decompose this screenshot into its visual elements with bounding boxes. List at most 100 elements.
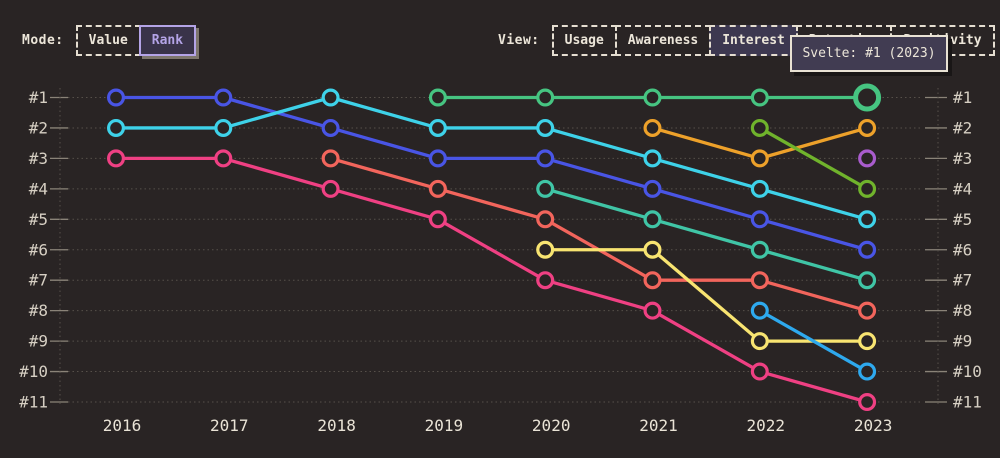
mode-label: Mode: bbox=[22, 33, 64, 48]
year-label: 2021 bbox=[639, 416, 678, 435]
point-pink-2016[interactable] bbox=[106, 149, 125, 168]
point-blue-2021[interactable] bbox=[643, 179, 662, 198]
point-sky-2022[interactable] bbox=[750, 301, 769, 320]
line-olive bbox=[758, 126, 869, 191]
rank-label-right: #3 bbox=[953, 149, 972, 168]
line-sky bbox=[758, 308, 869, 374]
point-yellow-2021[interactable] bbox=[643, 240, 662, 259]
point-teal-2020[interactable] bbox=[536, 179, 555, 198]
point-pink-2022[interactable] bbox=[750, 362, 769, 381]
tooltip-text: Svelte: #1 (2023) bbox=[802, 46, 936, 61]
point-cyan-2018[interactable] bbox=[321, 88, 340, 107]
point-yellow-2022[interactable] bbox=[750, 332, 769, 351]
rank-label-right: #5 bbox=[953, 210, 972, 229]
point-sky-2023[interactable] bbox=[858, 362, 877, 381]
point-blue-2022[interactable] bbox=[750, 210, 769, 229]
point-olive-2022[interactable] bbox=[750, 118, 769, 137]
rank-label-left: #6 bbox=[29, 240, 48, 259]
point-orange-2023[interactable] bbox=[858, 118, 877, 137]
year-label: 2022 bbox=[747, 416, 786, 435]
point-svelte-2022[interactable] bbox=[750, 88, 769, 107]
point-teal-2021[interactable] bbox=[643, 210, 662, 229]
point-pink-2018[interactable] bbox=[321, 179, 340, 198]
point-cyan-2020[interactable] bbox=[536, 118, 555, 137]
point-teal-2022[interactable] bbox=[750, 240, 769, 259]
point-cyan-2023[interactable] bbox=[858, 210, 877, 229]
rank-label-right: #2 bbox=[953, 118, 972, 137]
rank-label-right: #4 bbox=[953, 179, 972, 198]
line-pink bbox=[114, 156, 869, 404]
mode-option-value[interactable]: Value bbox=[75, 25, 141, 56]
line-salmon bbox=[328, 156, 869, 313]
point-cyan-2021[interactable] bbox=[643, 149, 662, 168]
year-label: 2018 bbox=[317, 416, 356, 435]
point-svelte-2020[interactable] bbox=[536, 88, 555, 107]
view-option-usage[interactable]: Usage bbox=[551, 25, 617, 56]
rank-label-left: #5 bbox=[29, 210, 48, 229]
point-blue-2016[interactable] bbox=[106, 88, 125, 107]
point-salmon-2023[interactable] bbox=[858, 301, 877, 320]
point-pink-2017[interactable] bbox=[214, 149, 233, 168]
point-blue-2019[interactable] bbox=[428, 149, 447, 168]
point-cyan-2019[interactable] bbox=[428, 118, 447, 137]
line-blue bbox=[114, 95, 869, 252]
rank-label-left: #10 bbox=[19, 362, 48, 381]
mode-toggle: Mode: Value Rank bbox=[22, 25, 197, 56]
point-blue-2017[interactable] bbox=[214, 88, 233, 107]
line-cyan bbox=[114, 95, 869, 221]
rank-label-right: #11 bbox=[953, 393, 982, 412]
point-blue-2020[interactable] bbox=[536, 149, 555, 168]
point-salmon-2018[interactable] bbox=[321, 149, 340, 168]
view-option-awareness[interactable]: Awareness bbox=[614, 25, 712, 56]
chart-tooltip: Svelte: #1 (2023) bbox=[790, 35, 948, 72]
rank-label-left: #7 bbox=[29, 271, 48, 290]
year-label: 2023 bbox=[854, 416, 893, 435]
point-purple-2023[interactable] bbox=[858, 149, 877, 168]
view-option-interest[interactable]: Interest bbox=[709, 25, 798, 56]
point-orange-2022[interactable] bbox=[750, 149, 769, 168]
rank-label-left: #8 bbox=[29, 301, 48, 320]
rank-label-right: #10 bbox=[953, 362, 982, 381]
rank-label-left: #3 bbox=[29, 149, 48, 168]
year-label: 2016 bbox=[103, 416, 142, 435]
rank-label-left: #1 bbox=[29, 88, 48, 107]
point-salmon-2019[interactable] bbox=[428, 179, 447, 198]
year-label: 2019 bbox=[425, 416, 464, 435]
point-cyan-2016[interactable] bbox=[106, 118, 125, 137]
rank-label-right: #1 bbox=[953, 88, 972, 107]
year-label: 2017 bbox=[210, 416, 249, 435]
rank-label-left: #4 bbox=[29, 179, 48, 198]
point-svelte-2023[interactable] bbox=[853, 83, 882, 112]
point-cyan-2022[interactable] bbox=[750, 179, 769, 198]
point-yellow-2020[interactable] bbox=[536, 240, 555, 259]
point-svelte-2019[interactable] bbox=[428, 88, 447, 107]
point-pink-2021[interactable] bbox=[643, 301, 662, 320]
point-svelte-2021[interactable] bbox=[643, 88, 662, 107]
point-olive-2023[interactable] bbox=[858, 179, 877, 198]
rank-label-right: #6 bbox=[953, 240, 972, 259]
point-pink-2023[interactable] bbox=[858, 393, 877, 412]
point-pink-2020[interactable] bbox=[536, 271, 555, 290]
rank-label-right: #9 bbox=[953, 332, 972, 351]
year-label: 2020 bbox=[532, 416, 571, 435]
rank-label-left: #2 bbox=[29, 118, 48, 137]
rank-label-right: #7 bbox=[953, 271, 972, 290]
mode-option-rank[interactable]: Rank bbox=[138, 25, 197, 56]
point-blue-2018[interactable] bbox=[321, 118, 340, 137]
point-salmon-2020[interactable] bbox=[536, 210, 555, 229]
view-label: View: bbox=[498, 33, 540, 48]
point-blue-2023[interactable] bbox=[858, 240, 877, 259]
rank-label-left: #11 bbox=[19, 393, 48, 412]
mode-buttons: Value Rank bbox=[75, 25, 197, 56]
point-salmon-2021[interactable] bbox=[643, 271, 662, 290]
rank-label-left: #9 bbox=[29, 332, 48, 351]
point-cyan-2017[interactable] bbox=[214, 118, 233, 137]
rank-label-right: #8 bbox=[953, 301, 972, 320]
line-teal bbox=[543, 187, 869, 282]
point-teal-2023[interactable] bbox=[858, 271, 877, 290]
point-orange-2021[interactable] bbox=[643, 118, 662, 137]
point-pink-2019[interactable] bbox=[428, 210, 447, 229]
point-salmon-2022[interactable] bbox=[750, 271, 769, 290]
point-yellow-2023[interactable] bbox=[858, 332, 877, 351]
